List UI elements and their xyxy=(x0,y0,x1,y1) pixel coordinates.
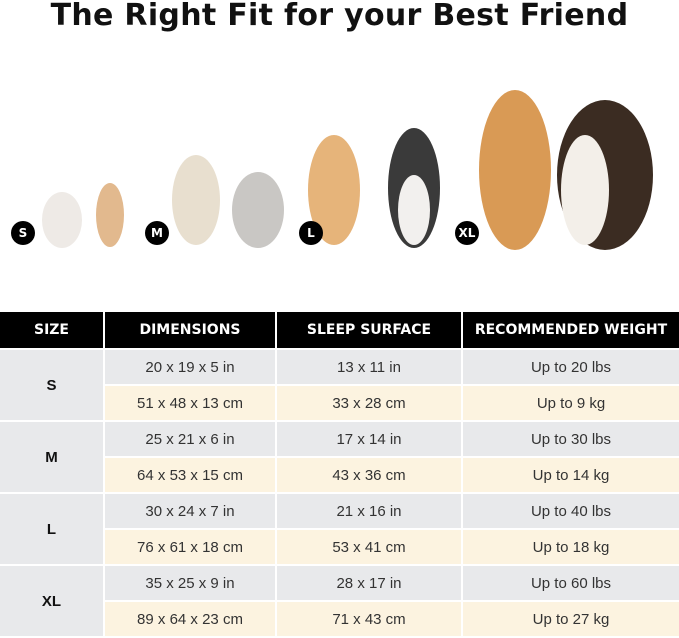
dimensions-cell: 64 x 53 x 15 cm xyxy=(105,458,275,492)
weight-cell: Up to 30 lbs xyxy=(463,422,679,456)
size-badge-xl: XL xyxy=(455,221,479,245)
table-row-imperial: XL 35 x 25 x 9 in 28 x 17 in Up to 60 lbs xyxy=(0,566,679,636)
header-sleep-surface: SLEEP SURFACE xyxy=(277,312,461,348)
white-kitten xyxy=(42,192,82,248)
corgi xyxy=(308,135,360,245)
table-row-metric: 89 x 64 x 23 cm 71 x 43 cm Up to 27 kg xyxy=(0,602,679,636)
sleep-surface-cell: 13 x 11 in xyxy=(277,350,461,384)
sleep-surface-cell: 71 x 43 cm xyxy=(277,602,461,636)
dimensions-cell: 30 x 24 x 7 in xyxy=(105,494,275,528)
pets-illustration: S M L XL xyxy=(0,60,679,260)
size-badge-m: M xyxy=(145,221,169,245)
table-row-metric: 64 x 53 x 15 cm 43 x 36 cm Up to 14 kg xyxy=(0,458,679,492)
table-row-metric: 76 x 61 x 18 cm 53 x 41 cm Up to 18 kg xyxy=(0,530,679,564)
dimensions-cell: 35 x 25 x 9 in xyxy=(105,566,275,600)
weight-cell: Up to 60 lbs xyxy=(463,566,679,600)
size-cell: L xyxy=(0,494,103,564)
header-dimensions: DIMENSIONS xyxy=(105,312,275,348)
dimensions-cell: 51 x 48 x 13 cm xyxy=(105,386,275,420)
dimensions-cell: 25 x 21 x 6 in xyxy=(105,422,275,456)
dimensions-cell: 89 x 64 x 23 cm xyxy=(105,602,275,636)
sleep-surface-cell: 33 x 28 cm xyxy=(277,386,461,420)
table-row-metric: 51 x 48 x 13 cm 33 x 28 cm Up to 9 kg xyxy=(0,386,679,420)
header-recommended-weight: RECOMMENDED WEIGHT xyxy=(463,312,679,348)
table-row-imperial: S 20 x 19 x 5 in 13 x 11 in Up to 20 lbs xyxy=(0,350,679,420)
golden-retriever xyxy=(479,90,551,250)
dimensions-cell: 20 x 19 x 5 in xyxy=(105,350,275,384)
maltipoo xyxy=(172,155,220,245)
header-size: SIZE xyxy=(0,312,103,348)
weight-cell: Up to 9 kg xyxy=(463,386,679,420)
sleep-surface-cell: 43 x 36 cm xyxy=(277,458,461,492)
dimensions-cell: 76 x 61 x 18 cm xyxy=(105,530,275,564)
table-header: SIZE DIMENSIONS SLEEP SURFACE RECOMMENDE… xyxy=(0,312,679,348)
chihuahua xyxy=(96,183,124,247)
weight-cell: Up to 20 lbs xyxy=(463,350,679,384)
size-chart-table: SIZE DIMENSIONS SLEEP SURFACE RECOMMENDE… xyxy=(0,310,679,638)
table-row-imperial: M 25 x 21 x 6 in 17 x 14 in Up to 30 lbs xyxy=(0,422,679,492)
weight-cell: Up to 27 kg xyxy=(463,602,679,636)
weight-cell: Up to 14 kg xyxy=(463,458,679,492)
size-cell: S xyxy=(0,350,103,420)
size-cell: XL xyxy=(0,566,103,636)
grey-cat xyxy=(232,172,284,248)
sleep-surface-cell: 28 x 17 in xyxy=(277,566,461,600)
weight-cell: Up to 18 kg xyxy=(463,530,679,564)
headline: The Right Fit for your Best Friend xyxy=(50,0,629,33)
sleep-surface-cell: 17 x 14 in xyxy=(277,422,461,456)
size-badge-s: S xyxy=(11,221,35,245)
pets-image xyxy=(42,90,653,250)
weight-cell: Up to 40 lbs xyxy=(463,494,679,528)
sleep-surface-cell: 21 x 16 in xyxy=(277,494,461,528)
size-cell: M xyxy=(0,422,103,492)
table-row-imperial: L 30 x 24 x 7 in 21 x 16 in Up to 40 lbs xyxy=(0,494,679,564)
sleep-surface-cell: 53 x 41 cm xyxy=(277,530,461,564)
size-badge-l: L xyxy=(299,221,323,245)
